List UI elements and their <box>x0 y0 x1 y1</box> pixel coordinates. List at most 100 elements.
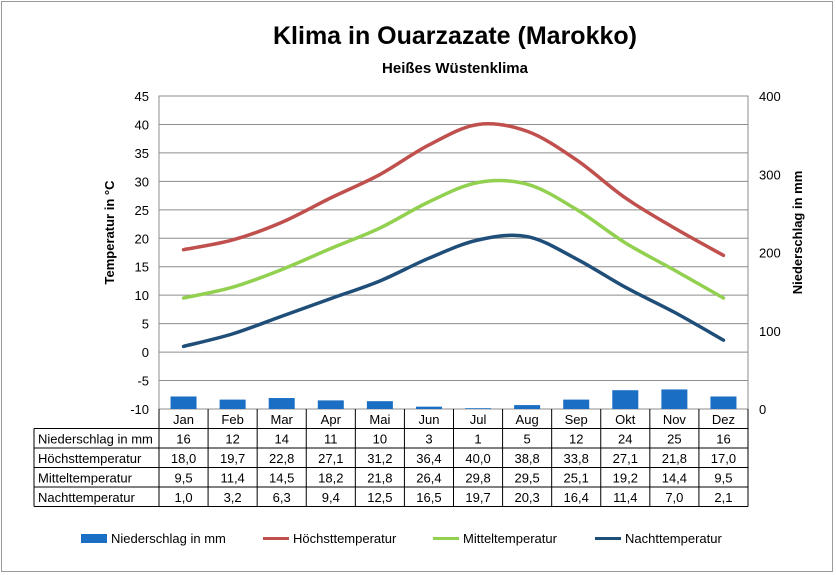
table-row-header: Höchsttemperatur <box>38 451 142 466</box>
x-tick-label: Okt <box>615 412 636 427</box>
table-cell: 2,1 <box>714 490 732 505</box>
night-temp-line <box>181 233 726 349</box>
table-cell: 38,8 <box>514 451 539 466</box>
table-cell: 9,4 <box>322 490 340 505</box>
table-row-header: Nachttemperatur <box>38 490 135 505</box>
table-cell: 27,1 <box>613 451 638 466</box>
table-cell: 1,0 <box>175 490 193 505</box>
precip-bar <box>415 406 442 409</box>
y-left-tick-label: 30 <box>135 174 149 189</box>
legend-item: Niederschlag in mm <box>81 531 226 546</box>
x-tick-label: Nov <box>663 412 687 427</box>
plot-area-border <box>158 95 749 410</box>
table-cell: 19,7 <box>220 451 245 466</box>
y-right-tick-label: 200 <box>759 246 781 261</box>
table-cell: 27,1 <box>318 451 343 466</box>
legend-swatch <box>263 537 289 540</box>
y-left-tick-label: -5 <box>137 374 149 389</box>
y-right-tick-label: 300 <box>759 167 781 182</box>
table-cell: 6,3 <box>273 490 291 505</box>
table-cell: 18,2 <box>318 471 343 486</box>
table-cell: 33,8 <box>564 451 589 466</box>
precip-bar <box>317 400 344 409</box>
legend-swatch <box>595 537 621 540</box>
legend-item: Höchsttemperatur <box>263 531 396 546</box>
table-cell: 14 <box>274 432 288 447</box>
table-cell: 5 <box>524 432 531 447</box>
y-left-tick-label: 20 <box>135 231 149 246</box>
table-cell: 18,0 <box>171 451 196 466</box>
table-cell: 16 <box>716 432 730 447</box>
legend-swatch <box>81 534 107 543</box>
y-left-tick-label: 40 <box>135 117 149 132</box>
precip-bar <box>710 396 737 409</box>
legend-label: Nachttemperatur <box>625 531 722 546</box>
table-cell: 40,0 <box>465 451 490 466</box>
legend-label: Mitteltemperatur <box>463 531 557 546</box>
mean-temp-line <box>181 178 726 300</box>
legend-swatch <box>433 537 459 540</box>
table-row-header: Mitteltemperatur <box>38 471 133 486</box>
y-left-tick-label: 45 <box>135 89 149 104</box>
legend-label: Höchsttemperatur <box>293 531 397 546</box>
table-cell: 19,2 <box>613 471 638 486</box>
y-left-axis-label: Temperatur in °C <box>102 180 117 285</box>
table-cell: 16 <box>176 432 190 447</box>
y-left-tick-label: 5 <box>142 317 149 332</box>
x-tick-label: Aug <box>516 412 539 427</box>
table-cell: 1 <box>474 432 481 447</box>
table-cell: 29,5 <box>514 471 539 486</box>
legend-item: Mitteltemperatur <box>433 531 557 546</box>
x-tick-label: Sep <box>565 412 588 427</box>
table-row-header: Niederschlag in mm <box>38 432 153 447</box>
table-cell: 36,4 <box>416 451 441 466</box>
y-right-axis-label: Niederschlag in mm <box>790 171 805 295</box>
legend-item: Nachttemperatur <box>595 531 722 546</box>
max-temp-line <box>181 121 726 258</box>
y-right-tick-label: 400 <box>759 89 781 104</box>
table-cell: 22,8 <box>269 451 294 466</box>
precip-bar <box>612 390 639 409</box>
table-cell: 21,8 <box>367 471 392 486</box>
table-cell: 29,8 <box>465 471 490 486</box>
precip-bar <box>514 405 541 409</box>
table-cell: 9,5 <box>175 471 193 486</box>
precip-bar <box>366 401 393 409</box>
y-left-tick-label: 15 <box>135 260 149 275</box>
table-cell: 25 <box>667 432 681 447</box>
table-cell: 11,4 <box>220 471 244 486</box>
y-left-tick-label: 25 <box>135 203 149 218</box>
table-cell: 14,4 <box>662 471 687 486</box>
y-left-tick-label: 35 <box>135 146 149 161</box>
precip-bar <box>661 389 688 409</box>
table-cell: 12 <box>225 432 239 447</box>
table-cell: 10 <box>373 432 387 447</box>
table-cell: 24 <box>618 432 632 447</box>
x-tick-label: Feb <box>221 412 243 427</box>
chart-subtitle: Heißes Wüstenklima <box>382 60 528 77</box>
table-cell: 11 <box>324 432 338 447</box>
table-cell: 17,0 <box>711 451 736 466</box>
x-tick-label: Mar <box>271 412 294 427</box>
table-cell: 20,3 <box>514 490 539 505</box>
y-left-tick-label: 0 <box>142 345 149 360</box>
table-cell: 25,1 <box>564 471 589 486</box>
table-cell: 7,0 <box>665 490 683 505</box>
precip-bar <box>563 399 590 409</box>
table-cell: 26,4 <box>416 471 441 486</box>
legend-label: Niederschlag in mm <box>111 531 226 546</box>
precip-bar <box>219 399 246 409</box>
table-cell: 12 <box>569 432 583 447</box>
table-cell: 9,5 <box>714 471 732 486</box>
table-cell: 11,4 <box>613 490 637 505</box>
x-tick-label: Apr <box>321 412 342 427</box>
y-left-tick-label: -10 <box>130 402 149 417</box>
chart-title: Klima in Ouarzazate (Marokko) <box>273 22 637 50</box>
table-cell: 12,5 <box>367 490 392 505</box>
table-cell: 16,4 <box>564 490 589 505</box>
table-cell: 31,2 <box>367 451 392 466</box>
chart-legend: Niederschlag in mm Höchsttemperatur Mittel… <box>0 531 836 551</box>
y-right-tick-label: 0 <box>759 402 766 417</box>
